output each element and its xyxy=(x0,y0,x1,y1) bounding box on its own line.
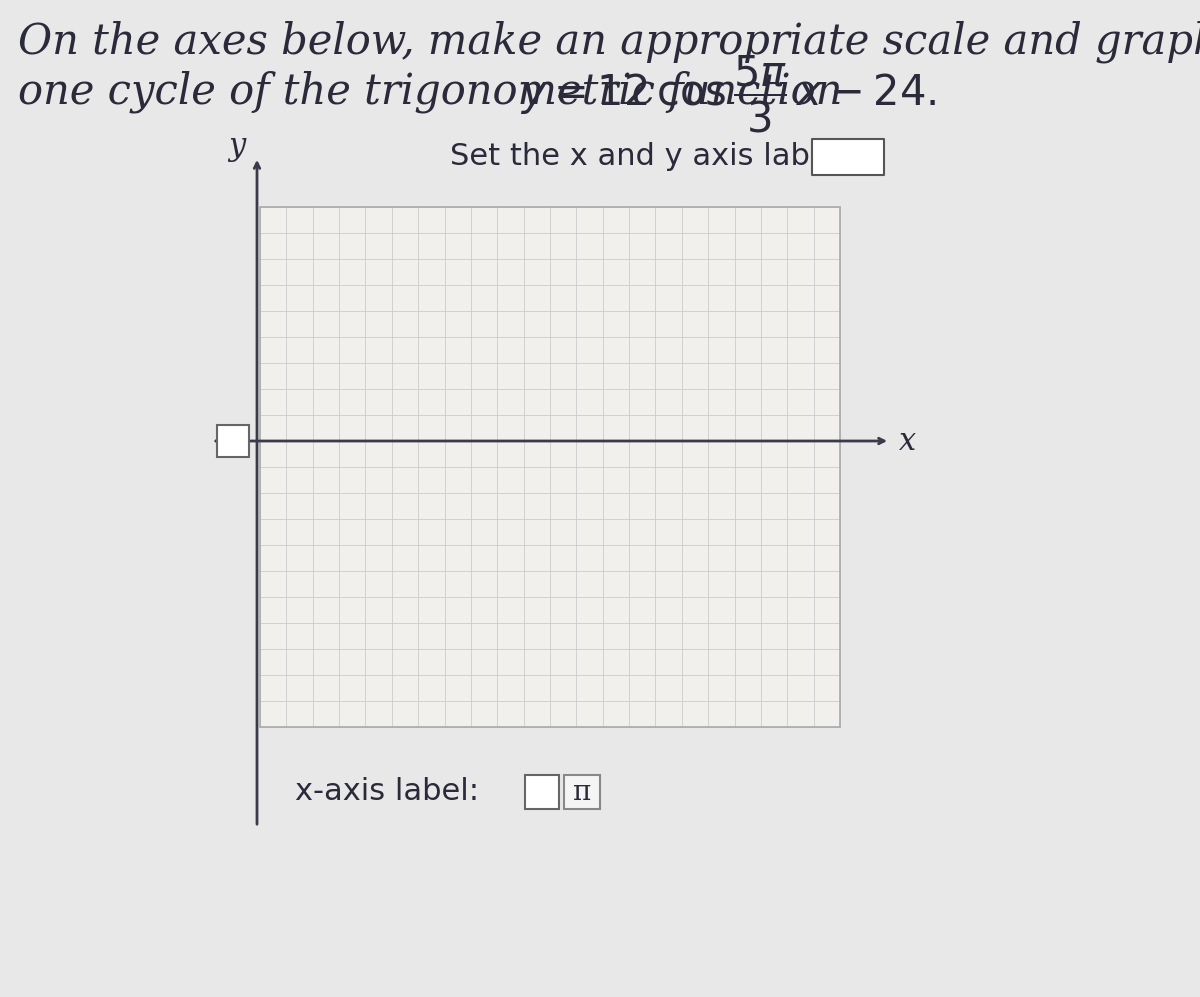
Text: Set the x and y axis labels.: Set the x and y axis labels. xyxy=(450,143,863,171)
Text: x-axis label:: x-axis label: xyxy=(295,778,479,807)
Text: done: done xyxy=(814,143,882,171)
Bar xyxy=(812,139,884,175)
Text: On the axes below, make an appropriate scale and graph exactly: On the axes below, make an appropriate s… xyxy=(18,21,1200,63)
Bar xyxy=(260,207,840,727)
Bar xyxy=(526,775,559,809)
Text: π: π xyxy=(572,779,592,806)
Bar xyxy=(217,425,250,457)
Text: one cycle of the trigonometric function: one cycle of the trigonometric function xyxy=(18,71,856,114)
Bar xyxy=(564,775,600,809)
Text: x: x xyxy=(899,426,917,457)
Bar xyxy=(260,207,840,727)
Text: y: y xyxy=(228,132,246,163)
Text: $y = 12\,\cos\dfrac{5\pi}{3}\,x - 24.$: $y = 12\,\cos\dfrac{5\pi}{3}\,x - 24.$ xyxy=(520,54,936,135)
